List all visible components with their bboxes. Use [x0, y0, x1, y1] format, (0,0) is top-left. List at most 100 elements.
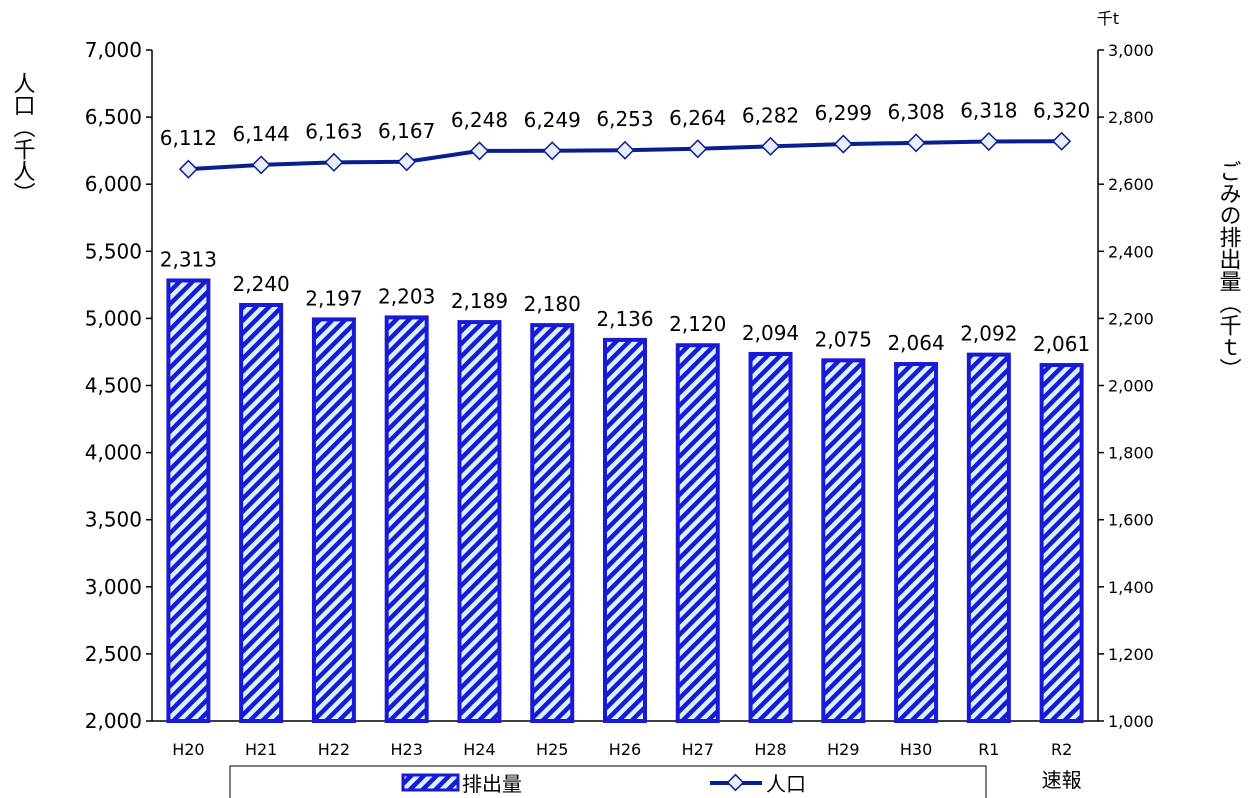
point-value-label: 6,249 — [524, 108, 581, 132]
point-value-label: 6,112 — [160, 126, 217, 150]
bar-H21 — [239, 302, 284, 723]
left-axis-title: 人口（千人） — [10, 72, 36, 204]
category-label: H25 — [536, 740, 568, 759]
category-label: R1 — [978, 740, 999, 759]
population-point-R2 — [1052, 131, 1072, 151]
left-tick-label: 7,000 — [85, 38, 142, 62]
category-label: H28 — [754, 740, 786, 759]
right-tick-label: 2,800 — [1108, 108, 1154, 127]
population-point-H20 — [178, 159, 198, 179]
category-label: H23 — [390, 740, 422, 759]
legend-box — [229, 765, 987, 798]
right-tick-label: 1,000 — [1108, 712, 1154, 731]
right-tick-label: 2,000 — [1108, 377, 1154, 396]
point-value-label: 6,248 — [451, 108, 508, 132]
bar-value-label: 2,313 — [160, 247, 217, 271]
bar-value-label: 2,203 — [378, 284, 435, 308]
bar-H25 — [530, 323, 575, 723]
bar-H30 — [894, 362, 939, 723]
right-tick-label: 1,600 — [1108, 511, 1154, 530]
bar-value-label: 2,064 — [887, 331, 944, 355]
point-value-label: 6,167 — [378, 119, 435, 143]
category-label: H30 — [900, 740, 932, 759]
bar-H23 — [384, 315, 429, 723]
bar-R1 — [966, 352, 1011, 723]
right-tick-label: 1,800 — [1108, 444, 1154, 463]
population-point-H25 — [542, 141, 562, 161]
population-point-H23 — [397, 152, 417, 172]
population-point-H24 — [469, 141, 490, 161]
bar-H20 — [166, 278, 211, 723]
right-tick-label: 2,200 — [1108, 309, 1154, 328]
left-tick-label: 3,000 — [85, 575, 142, 599]
bar-H28 — [748, 351, 793, 723]
point-value-label: 6,282 — [742, 103, 799, 127]
bar-value-label: 2,120 — [669, 312, 726, 336]
category-label: H20 — [172, 740, 204, 759]
population-point-H27 — [688, 139, 708, 159]
point-value-label: 6,308 — [887, 100, 944, 124]
bar-H22 — [311, 317, 356, 723]
population-point-H26 — [615, 140, 635, 160]
bar-value-label: 2,061 — [1033, 332, 1090, 356]
category-labels: H20 H21 H22 H23 H24 H25 H26 H27 H28 H29 H30 R1 R2 速報 — [172, 740, 1081, 792]
bars — [166, 278, 1084, 723]
left-tick-label: 5,000 — [85, 306, 142, 330]
left-tick-label: 6,000 — [85, 172, 142, 196]
left-tick-label: 6,500 — [85, 105, 142, 129]
bar-value-label: 2,094 — [742, 321, 799, 345]
category-label: H26 — [609, 740, 641, 759]
right-tick-label: 1,400 — [1108, 578, 1154, 597]
bar-H24 — [457, 320, 502, 723]
population-line — [178, 131, 1072, 179]
right-tick-label: 3,000 — [1108, 41, 1154, 60]
left-tick-label: 4,500 — [85, 374, 142, 398]
left-axis-ticks: 2,000 2,500 3,000 3,500 4,000 4,500 5,000 5,500… — [85, 38, 152, 733]
category-label: R2 — [1051, 740, 1072, 759]
legend-line-label: 人口 — [766, 772, 806, 796]
right-unit-label: 千t — [1097, 9, 1119, 28]
legend: 排出量 人口 — [229, 765, 987, 798]
bar-value-label: 2,136 — [596, 307, 653, 331]
bar-value-label: 2,092 — [960, 322, 1017, 346]
bar-value-label: 2,240 — [233, 272, 290, 296]
right-axis-ticks: 1,000 1,200 1,400 1,600 1,800 2,000 2,200 2,400… — [1098, 41, 1154, 731]
point-value-label: 6,163 — [305, 119, 362, 143]
left-tick-label: 4,000 — [85, 441, 142, 465]
point-value-label: 6,318 — [960, 99, 1017, 123]
left-tick-label: 3,500 — [85, 508, 142, 532]
bar-value-label: 2,180 — [524, 292, 581, 316]
point-value-labels: 6,112 6,144 6,163 6,167 6,248 6,249 6,253 6,264… — [160, 98, 1090, 150]
category-label: H29 — [827, 740, 859, 759]
left-tick-label: 2,000 — [85, 709, 142, 733]
left-tick-label: 2,500 — [85, 642, 142, 666]
right-tick-label: 1,200 — [1108, 645, 1154, 664]
point-value-label: 6,320 — [1033, 98, 1090, 122]
population-point-H22 — [324, 152, 344, 172]
point-value-label: 6,264 — [669, 106, 726, 130]
bar-H29 — [821, 358, 866, 723]
bar-H27 — [675, 343, 720, 723]
point-value-label: 6,253 — [596, 107, 653, 131]
category-sublabel: 速報 — [1042, 768, 1082, 792]
bar-value-label: 2,189 — [451, 289, 508, 313]
category-label: H24 — [463, 740, 495, 759]
point-value-label: 6,299 — [815, 101, 872, 125]
bar-value-label: 2,075 — [815, 327, 872, 351]
population-point-R1 — [979, 131, 999, 152]
bar-value-labels: 2,313 2,240 2,197 2,203 2,189 2,180 2,136 2,120… — [160, 247, 1090, 356]
category-label: H27 — [682, 740, 714, 759]
bar-R2 — [1039, 363, 1084, 723]
point-value-label: 6,144 — [233, 122, 290, 146]
population-point-H21 — [251, 155, 271, 175]
population-point-H29 — [833, 134, 853, 154]
right-tick-label: 2,400 — [1108, 242, 1154, 261]
legend-line-marker — [726, 773, 745, 792]
population-point-H30 — [906, 133, 926, 153]
legend-bar-swatch — [401, 773, 460, 792]
right-axis-title: ごみの排出量（千ｔ） — [1216, 160, 1242, 380]
legend-bar-label: 排出量 — [462, 772, 522, 796]
right-tick-label: 2,600 — [1108, 175, 1154, 194]
left-tick-label: 5,500 — [85, 239, 142, 263]
